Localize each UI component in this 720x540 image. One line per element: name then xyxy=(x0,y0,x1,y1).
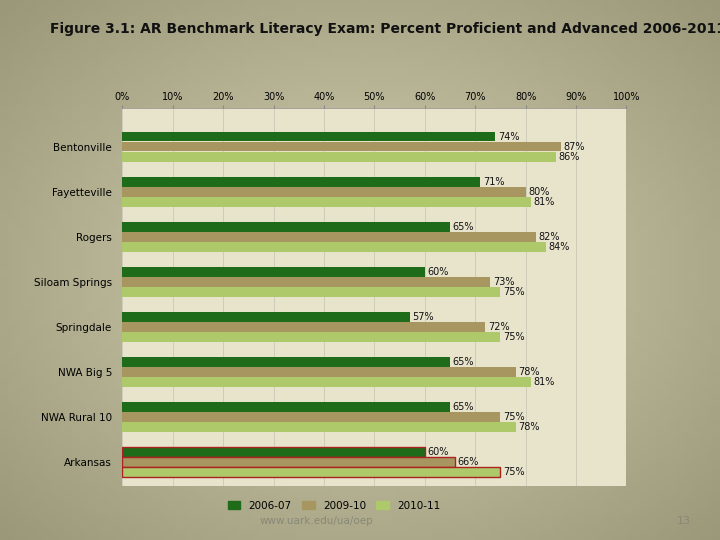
Text: 84%: 84% xyxy=(549,242,570,252)
Bar xyxy=(122,267,425,276)
Text: 65%: 65% xyxy=(452,402,474,412)
Text: 75%: 75% xyxy=(503,467,525,477)
Text: 87%: 87% xyxy=(563,141,585,152)
Bar xyxy=(122,367,516,377)
Text: 78%: 78% xyxy=(518,367,539,377)
Text: 80%: 80% xyxy=(528,187,549,197)
Bar xyxy=(122,332,500,342)
Bar xyxy=(122,457,455,467)
Text: 81%: 81% xyxy=(533,377,554,387)
Bar xyxy=(122,142,561,152)
Text: 81%: 81% xyxy=(533,197,554,207)
Text: 71%: 71% xyxy=(482,177,504,187)
Text: 60%: 60% xyxy=(428,447,449,457)
Text: 65%: 65% xyxy=(452,357,474,367)
Text: 78%: 78% xyxy=(518,422,539,432)
Bar xyxy=(122,152,556,161)
Text: 65%: 65% xyxy=(452,222,474,232)
Text: 60%: 60% xyxy=(428,267,449,277)
Text: 72%: 72% xyxy=(488,322,510,332)
Text: 66%: 66% xyxy=(458,457,479,467)
Text: 13: 13 xyxy=(678,516,691,526)
Text: 86%: 86% xyxy=(559,152,580,162)
Bar xyxy=(122,468,500,477)
Bar xyxy=(122,322,485,332)
Text: www.uark.edu/ua/oep: www.uark.edu/ua/oep xyxy=(260,516,374,526)
Text: 75%: 75% xyxy=(503,412,525,422)
Bar xyxy=(122,232,536,241)
Bar xyxy=(122,132,495,141)
Bar xyxy=(122,287,500,297)
Bar xyxy=(122,197,531,207)
Bar xyxy=(122,357,450,367)
Text: 82%: 82% xyxy=(539,232,559,242)
Bar xyxy=(122,187,526,197)
Text: 57%: 57% xyxy=(413,312,434,322)
Bar xyxy=(122,312,410,322)
Text: 75%: 75% xyxy=(503,287,525,297)
Bar xyxy=(122,447,425,457)
Bar xyxy=(122,422,516,432)
Bar xyxy=(122,177,480,186)
Text: 75%: 75% xyxy=(503,332,525,342)
Bar xyxy=(122,377,531,387)
Text: 74%: 74% xyxy=(498,132,519,141)
Bar xyxy=(122,413,500,422)
Legend: 2006-07, 2009-10, 2010-11: 2006-07, 2009-10, 2010-11 xyxy=(223,496,445,515)
Bar xyxy=(122,242,546,252)
Text: 73%: 73% xyxy=(493,277,514,287)
Bar xyxy=(122,222,450,232)
Bar xyxy=(122,402,450,412)
Text: Figure 3.1: AR Benchmark Literacy Exam: Percent Proficient and Advanced 2006-201: Figure 3.1: AR Benchmark Literacy Exam: … xyxy=(50,22,720,36)
Bar xyxy=(122,277,490,287)
